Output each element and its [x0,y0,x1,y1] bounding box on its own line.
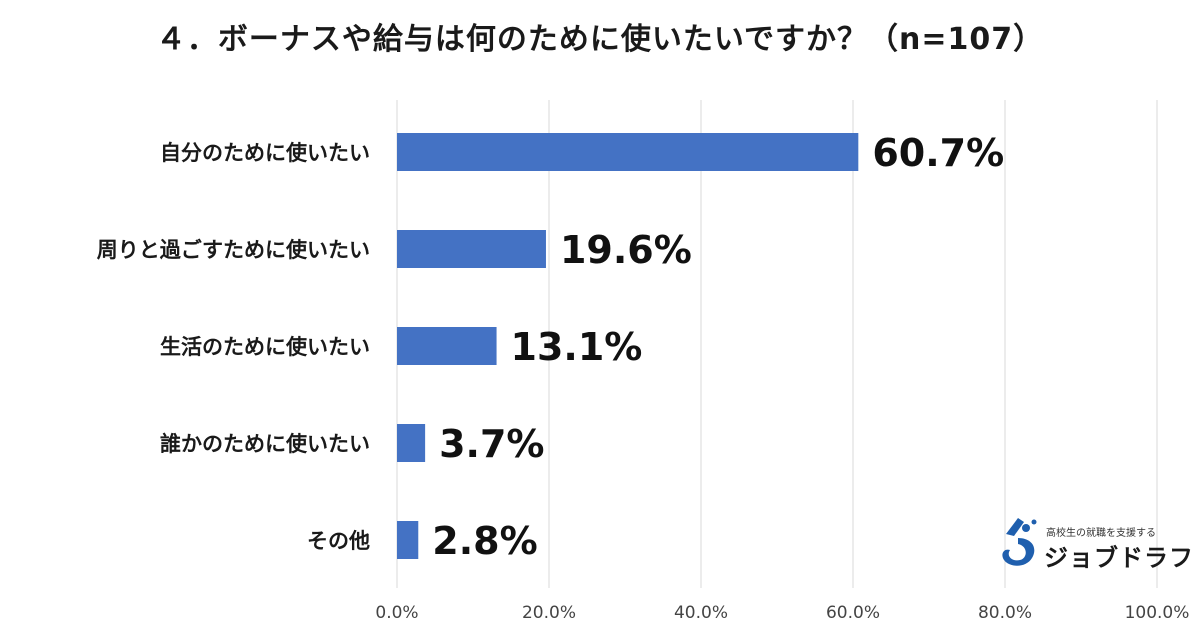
bar [397,521,419,559]
value-label: 3.7% [439,422,544,466]
bars [397,133,859,559]
value-label: 60.7% [872,131,1004,175]
category-label: 自分のために使いたい [160,141,370,165]
category-label: その他 [307,529,370,553]
value-label: 19.6% [560,228,692,272]
category-label: 周りと過ごすために使いたい [97,238,370,262]
category-label: 生活のために使いたい [160,335,370,359]
x-tick-label: 100.0% [1125,603,1190,623]
x-tick-label: 20.0% [522,603,576,623]
bar [397,230,546,268]
x-tick-label: 40.0% [674,603,728,623]
value-label: 2.8% [432,519,537,563]
logo-mark-icon [1002,518,1037,566]
value-label: 13.1% [511,325,643,369]
bar [397,424,426,462]
logo-name: ジョブドラフト [1044,544,1200,572]
x-tick-labels: 0.0% 20.0% 40.0% 60.0% 80.0% 100.0% [375,603,1189,623]
bar [397,133,859,171]
bar [397,327,497,365]
value-labels: 60.7% 19.6% 13.1% 3.7% 2.8% [432,131,1004,563]
category-labels: 自分のために使いたい周りと過ごすために使いたい生活のために使いたい誰かのために使… [97,141,370,553]
x-tick-label: 80.0% [978,603,1032,623]
chart-title: ４．ボーナスや給与は何のために使いたいですか？（n=107） [155,22,1045,57]
x-tick-label: 60.0% [826,603,880,623]
jobdraft-logo: 高校生の就職を支援する ジョブドラフト [998,512,1200,572]
gridlines [396,100,1158,588]
category-label: 誰かのために使いたい [160,432,370,456]
logo-subtitle: 高校生の就職を支援する [1046,528,1156,539]
x-tick-label: 0.0% [375,603,418,623]
